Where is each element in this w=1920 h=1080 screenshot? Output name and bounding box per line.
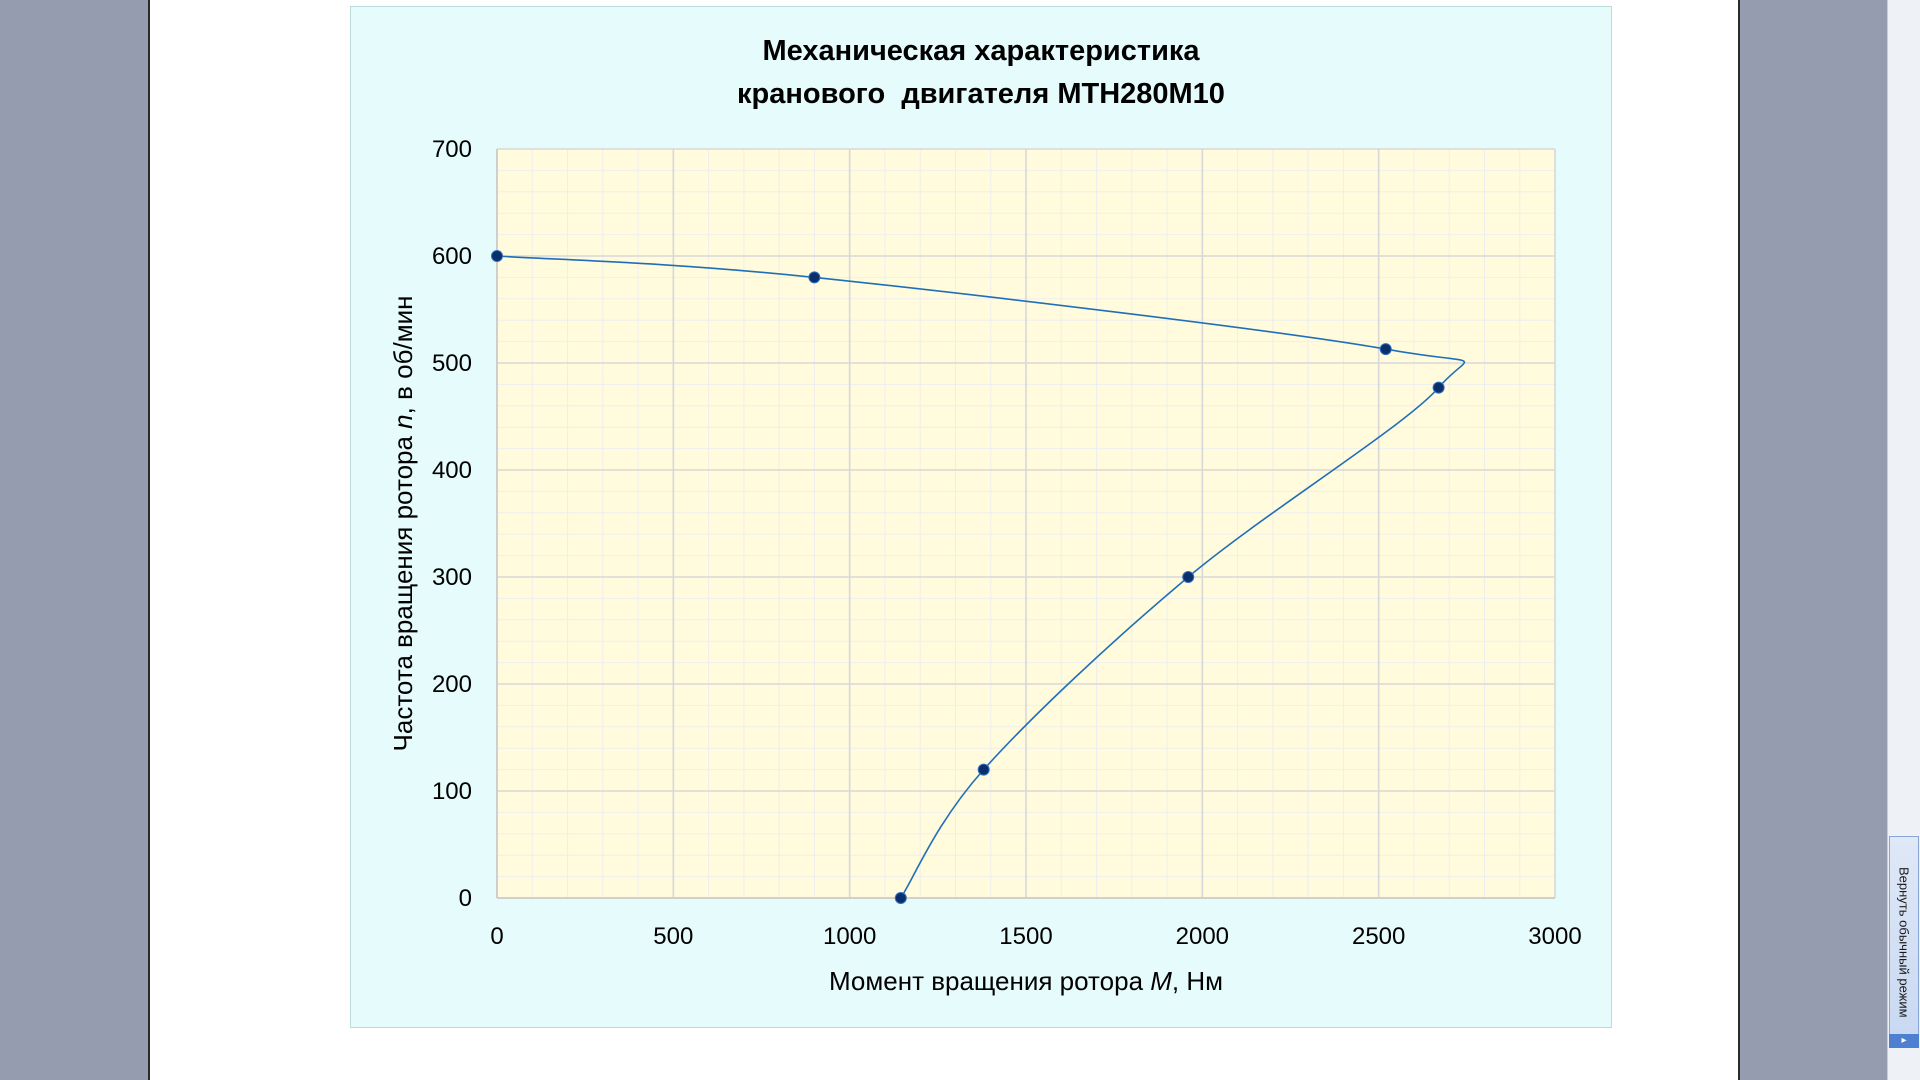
chart-title-line2: кранового двигателя МТН280М10 — [737, 78, 1225, 110]
y-tick-label: 100 — [432, 778, 472, 805]
y-tick-label: 300 — [432, 564, 472, 591]
data-point — [894, 892, 907, 904]
x-axis-label-part: Момент вращения ротора — [829, 966, 1150, 996]
x-tick-label: 3000 — [1528, 923, 1581, 950]
x-axis-label: Момент вращения ротора M, Нм — [829, 966, 1223, 996]
x-tick-label: 2500 — [1352, 923, 1405, 950]
restore-normal-mode-label-wrap: Вернуть обычный режим — [1889, 836, 1919, 1048]
restore-normal-mode-label: Вернуть обычный режим — [1896, 866, 1912, 1018]
x-axis-label-part: , Нм — [1172, 966, 1223, 996]
y-axis-label-part: n — [388, 414, 418, 428]
side-panel-arrow-icon[interactable]: ▸ — [1889, 1034, 1919, 1048]
y-tick-label: 500 — [432, 350, 472, 377]
x-tick-label: 2000 — [1176, 923, 1229, 950]
chart-title: Механическая характеристика кранового дв… — [350, 30, 1612, 116]
data-point — [808, 271, 821, 284]
x-tick-label: 1500 — [999, 923, 1052, 950]
y-axis-label: Частота вращения ротора n, в об/мин — [388, 296, 418, 752]
data-point — [491, 250, 503, 262]
x-tick-label: 500 — [653, 923, 693, 950]
data-point — [1182, 571, 1195, 583]
y-tick-label: 400 — [432, 457, 472, 484]
y-axis-label-part: , в об/мин — [388, 296, 418, 415]
y-axis-label-part: Частота вращения ротора — [388, 429, 418, 752]
data-point — [977, 763, 990, 776]
right-page-margin — [1738, 0, 1887, 1080]
y-tick-label: 0 — [459, 885, 472, 912]
y-tick-label: 200 — [432, 671, 472, 698]
left-page-margin — [0, 0, 150, 1080]
x-tick-label: 1000 — [823, 923, 876, 950]
data-point — [1379, 343, 1392, 356]
y-tick-label: 600 — [432, 243, 472, 270]
data-point — [1432, 381, 1445, 394]
restore-normal-mode-button[interactable] — [1889, 836, 1919, 1048]
chart-title-line1: Механическая характеристика — [762, 35, 1200, 67]
y-tick-label: 700 — [432, 136, 472, 163]
x-tick-label: 0 — [490, 923, 503, 950]
x-axis-label-part: M — [1150, 966, 1172, 996]
